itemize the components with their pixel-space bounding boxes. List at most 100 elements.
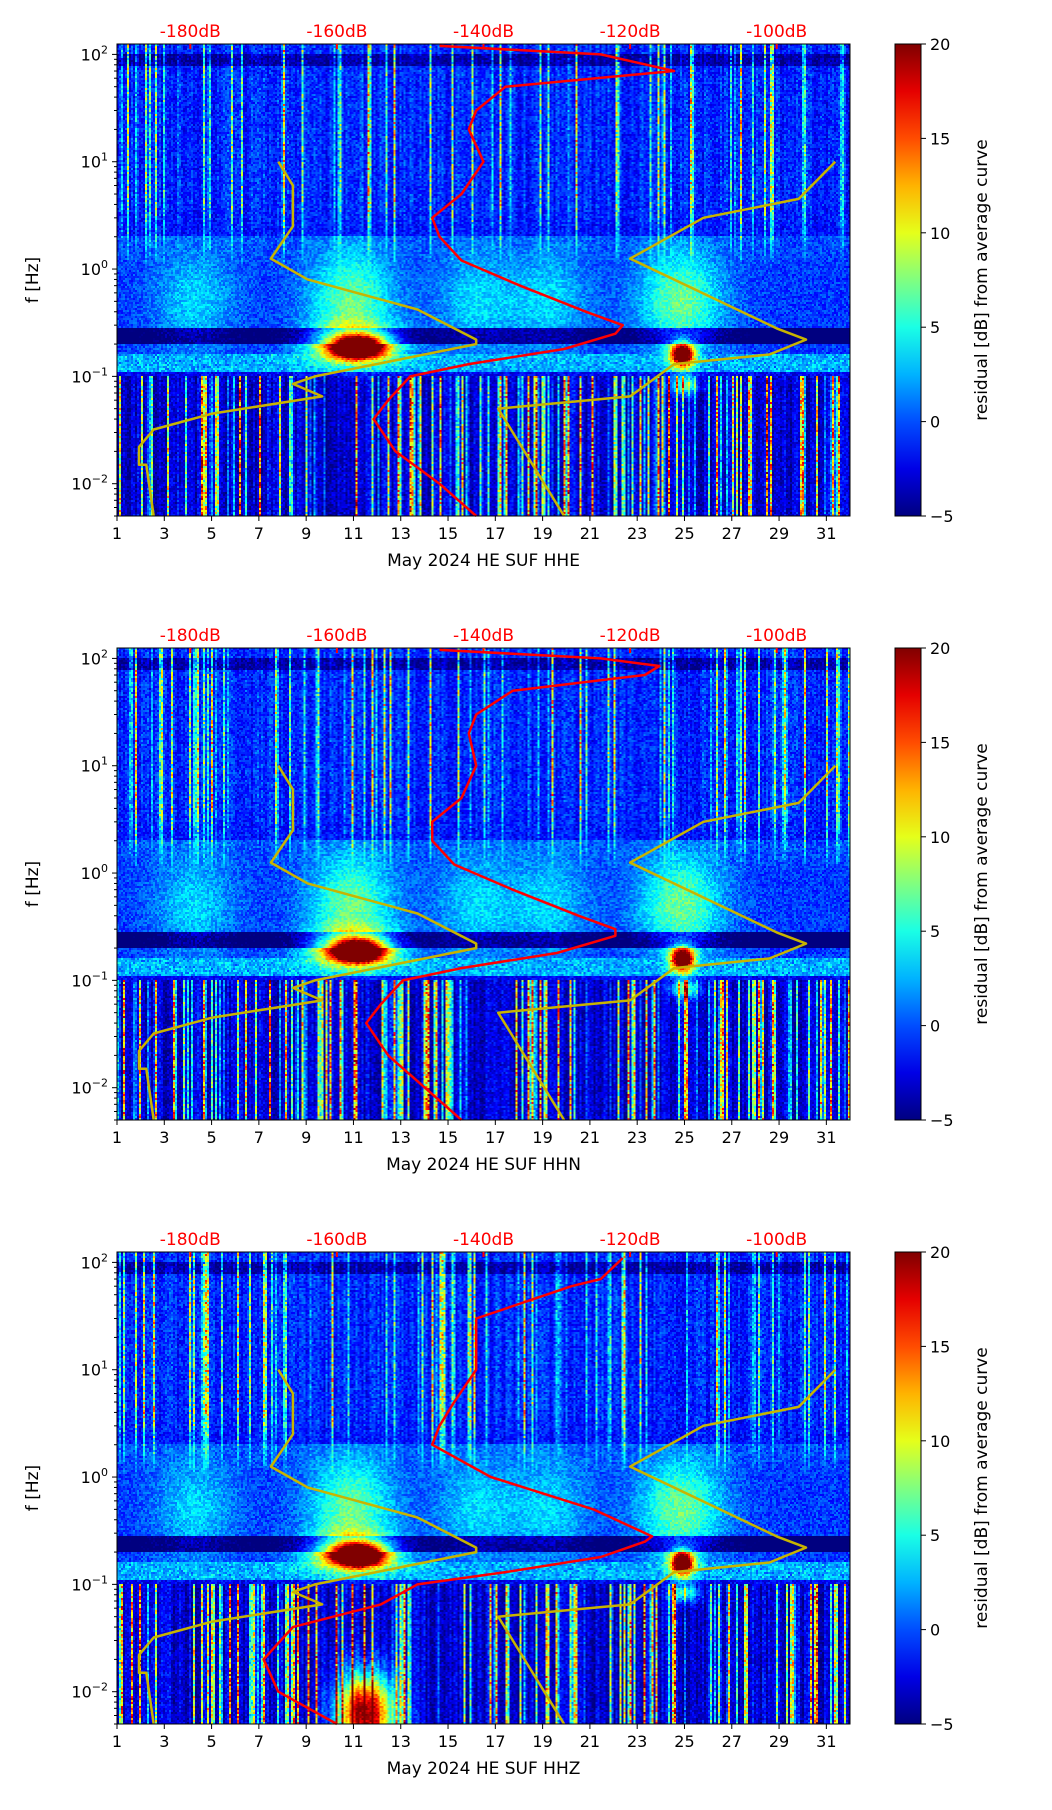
x-tick-label: 11 bbox=[343, 524, 363, 543]
x-tick-label: 15 bbox=[438, 1128, 458, 1147]
spectrogram-image bbox=[117, 44, 850, 516]
top-db-tick-label: -100dB bbox=[746, 626, 807, 646]
plot-frame bbox=[116, 1251, 851, 1725]
colorbar-label: residual [dB] from average curve bbox=[972, 743, 992, 1024]
x-tick-label: 25 bbox=[674, 1128, 694, 1147]
spectrogram-panel-hhn: 1 3 5 7 9 11 13 15 17 19 21 23 25 27 29 31 May 2024 HE S… bbox=[0, 604, 1052, 1206]
x-tick-label: 21 bbox=[580, 524, 600, 543]
y-tick-label: 10−2 bbox=[71, 1681, 108, 1702]
x-tick-label: 21 bbox=[580, 1732, 600, 1751]
x-tick-label: 25 bbox=[674, 1732, 694, 1751]
spectrogram-panel-hhz: 1 3 5 7 9 11 13 15 17 19 21 23 25 27 29 31 May 2024 HE S… bbox=[0, 1208, 1052, 1810]
colorbar-tick-label: 15 bbox=[930, 733, 950, 752]
x-tick-label: 23 bbox=[627, 524, 647, 543]
y-tick-label: 101 bbox=[81, 151, 108, 172]
x-axis-label: May 2024 HE SUF HHN bbox=[386, 1155, 581, 1175]
x-tick-label: 29 bbox=[769, 1128, 789, 1147]
y-axis-label: f [Hz] bbox=[23, 257, 43, 303]
x-tick-label: 15 bbox=[438, 1732, 458, 1751]
colorbar bbox=[894, 43, 922, 517]
x-tick-label: 19 bbox=[532, 1128, 552, 1147]
y-tick-label: 102 bbox=[81, 647, 108, 668]
colorbar-tick-label: 10 bbox=[930, 1432, 950, 1451]
colorbar-tick-label: −5 bbox=[930, 507, 954, 526]
colorbar-tick-label: 15 bbox=[930, 129, 950, 148]
colorbar-tick-label: 15 bbox=[930, 1337, 950, 1356]
noise-model-line bbox=[496, 1368, 837, 1725]
y-tick-label: 100 bbox=[81, 1466, 108, 1487]
y-tick-label: 102 bbox=[81, 1251, 108, 1272]
x-tick-label: 19 bbox=[532, 1732, 552, 1751]
y-tick-label: 101 bbox=[81, 1359, 108, 1380]
x-tick-label: 31 bbox=[816, 1732, 836, 1751]
x-axis-label: May 2024 HE SUF HHE bbox=[387, 551, 580, 571]
x-tick-label: 15 bbox=[438, 524, 458, 543]
x-tick-label: 11 bbox=[343, 1732, 363, 1751]
spectrogram-panel-hhe: 1 3 5 7 9 11 13 15 17 19 21 23 25 27 29 31 May 2024 HE S… bbox=[0, 0, 1052, 602]
x-tick-label: 29 bbox=[769, 524, 789, 543]
x-tick-label: 29 bbox=[769, 1732, 789, 1751]
y-axis-label: f [Hz] bbox=[23, 861, 43, 907]
spectrogram-image bbox=[117, 1252, 850, 1724]
noise-model-line bbox=[137, 1369, 478, 1725]
x-tick-label: 5 bbox=[206, 524, 216, 543]
x-tick-label: 31 bbox=[816, 1128, 836, 1147]
top-db-tick-label: -160dB bbox=[306, 22, 367, 42]
top-db-tick-label: -160dB bbox=[306, 1230, 367, 1250]
x-tick-label: 23 bbox=[627, 1732, 647, 1751]
x-tick-label: 13 bbox=[391, 524, 411, 543]
x-axis-label: May 2024 HE SUF HHZ bbox=[387, 1759, 581, 1779]
colorbar-tick-label: 20 bbox=[930, 1243, 950, 1262]
y-tick-label: 10−1 bbox=[71, 969, 108, 990]
colorbar-tick-label: 0 bbox=[930, 1017, 940, 1036]
x-tick-label: 27 bbox=[722, 524, 742, 543]
x-tick-label: 13 bbox=[391, 1128, 411, 1147]
x-tick-label: 27 bbox=[722, 1128, 742, 1147]
colorbar-tick-label: 10 bbox=[930, 828, 950, 847]
colorbar-tick-label: 10 bbox=[930, 224, 950, 243]
x-tick-label: 7 bbox=[254, 524, 264, 543]
x-tick-label: 13 bbox=[391, 1732, 411, 1751]
x-tick-label: 7 bbox=[254, 1732, 264, 1751]
colorbar bbox=[894, 647, 922, 1121]
x-tick-label: 3 bbox=[159, 1732, 169, 1751]
y-tick-label: 100 bbox=[81, 862, 108, 883]
x-tick-label: 19 bbox=[532, 524, 552, 543]
y-tick-label: 10−1 bbox=[71, 365, 108, 386]
colorbar-tick-label: −5 bbox=[930, 1715, 954, 1734]
colorbar-tick-label: 0 bbox=[930, 1621, 940, 1640]
x-tick-label: 3 bbox=[159, 1128, 169, 1147]
noise-model-line bbox=[137, 161, 478, 517]
noise-model-line bbox=[496, 160, 837, 517]
y-axis-label: f [Hz] bbox=[23, 1465, 43, 1511]
x-tick-label: 1 bbox=[112, 1128, 122, 1147]
top-db-tick-label: -140dB bbox=[453, 626, 514, 646]
plot-frame bbox=[116, 647, 851, 1121]
x-tick-label: 25 bbox=[674, 524, 694, 543]
top-db-tick-label: -180dB bbox=[160, 22, 221, 42]
top-db-tick-label: -120dB bbox=[600, 1230, 661, 1250]
spectrogram-image bbox=[117, 648, 850, 1120]
noise-model-line bbox=[496, 764, 837, 1121]
colorbar-tick-label: −5 bbox=[930, 1111, 954, 1130]
y-tick-label: 10−2 bbox=[71, 473, 108, 494]
top-db-tick-label: -160dB bbox=[306, 626, 367, 646]
colorbar-tick-label: 20 bbox=[930, 35, 950, 54]
y-tick-label: 10−2 bbox=[71, 1077, 108, 1098]
top-db-tick-label: -100dB bbox=[746, 22, 807, 42]
average-psd-line bbox=[262, 1257, 654, 1726]
colorbar-tick-label: 5 bbox=[930, 1526, 940, 1545]
x-tick-label: 7 bbox=[254, 1128, 264, 1147]
top-db-tick-label: -180dB bbox=[160, 1230, 221, 1250]
x-tick-label: 5 bbox=[206, 1732, 216, 1751]
colorbar-tick-label: 0 bbox=[930, 413, 940, 432]
average-psd-line bbox=[364, 648, 661, 1121]
x-tick-label: 1 bbox=[112, 524, 122, 543]
top-db-tick-label: -120dB bbox=[600, 22, 661, 42]
x-tick-label: 31 bbox=[816, 524, 836, 543]
x-tick-label: 17 bbox=[485, 1128, 505, 1147]
y-tick-label: 102 bbox=[81, 43, 108, 64]
top-db-tick-label: -100dB bbox=[746, 1230, 807, 1250]
